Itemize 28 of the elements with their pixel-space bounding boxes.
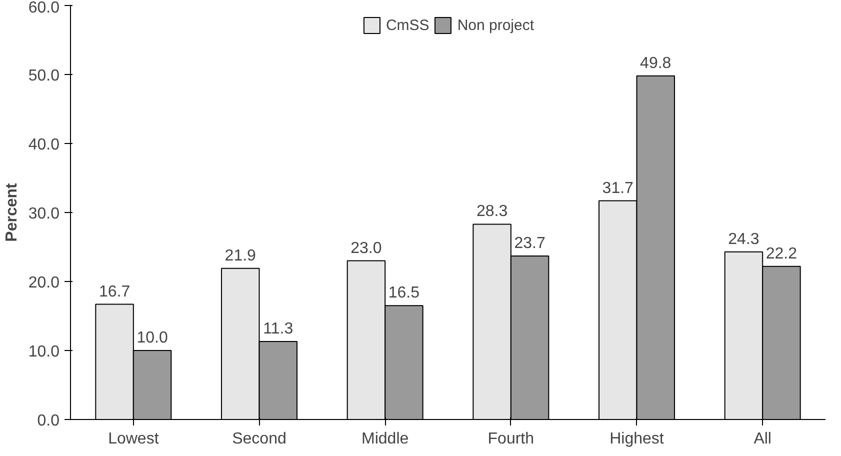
- y-tick-label: 50.0: [28, 68, 60, 84]
- x-tick-label: All: [754, 430, 772, 448]
- data-label: 11.3: [263, 320, 294, 338]
- y-tick-label: 20.0: [28, 274, 60, 292]
- y-tick-label: 60.0: [28, 0, 60, 16]
- x-tick-label: Fourth: [488, 430, 534, 448]
- data-label: 23.7: [514, 234, 546, 252]
- data-label: 22.2: [766, 245, 798, 262]
- x-tick-label: Middle: [362, 430, 409, 448]
- y-tick-label: 30.0: [28, 206, 60, 222]
- y-tick-label: 0.0: [37, 412, 60, 430]
- legend-label: Non project: [457, 16, 534, 34]
- x-tick-label: Second: [232, 430, 286, 448]
- data-label: 23.0: [350, 240, 382, 257]
- data-label: 16.7: [98, 283, 130, 300]
- x-tick-label: Highest: [610, 430, 664, 448]
- data-label: 10.0: [136, 330, 168, 346]
- x-tick-label: Lowest: [108, 430, 160, 448]
- data-label: 16.5: [388, 284, 420, 302]
- data-label: 31.7: [602, 180, 634, 197]
- data-label: 49.8: [640, 54, 672, 72]
- data-label: 28.3: [476, 203, 508, 220]
- y-tick-label: 10.0: [28, 344, 60, 360]
- data-label: 21.9: [224, 247, 256, 264]
- y-axis-title: Percent: [3, 182, 20, 242]
- legend-label: CmSS: [386, 16, 430, 34]
- y-tick-label: 40.0: [28, 136, 60, 154]
- data-label: 24.3: [728, 230, 760, 248]
